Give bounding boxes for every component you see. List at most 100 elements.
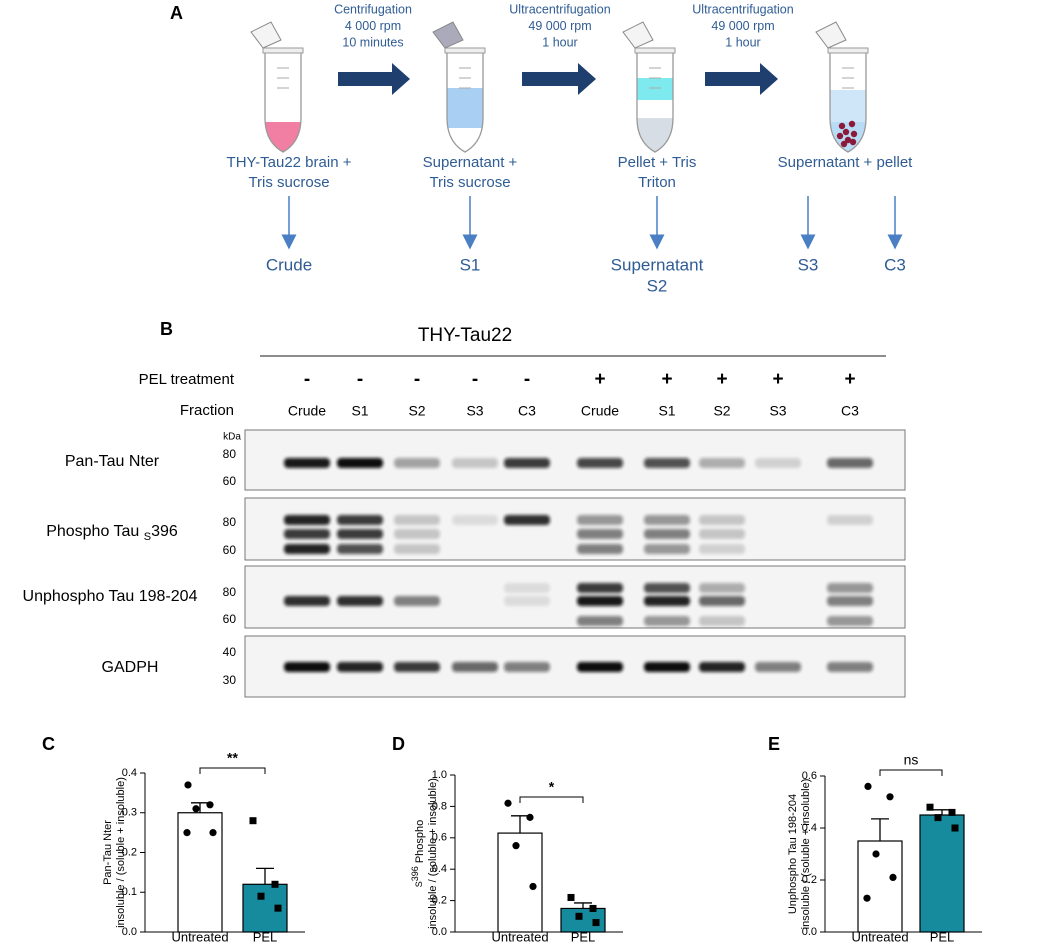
band xyxy=(577,616,623,626)
fraction-label: S2 xyxy=(408,403,425,419)
step-text: 49 000 rpm xyxy=(528,19,591,33)
row-label: Fraction xyxy=(180,402,234,419)
y-tick-label: 0.0 xyxy=(432,926,447,938)
band xyxy=(577,583,623,593)
tube-rim xyxy=(634,47,676,54)
y-axis-label: S396 Phospho xyxy=(410,820,426,888)
bar xyxy=(857,840,903,933)
step-text: 49 000 rpm xyxy=(711,19,774,33)
x-tick-label: PEL xyxy=(253,929,278,944)
band xyxy=(337,458,383,468)
significance-bracket xyxy=(519,796,584,803)
process-arrow xyxy=(705,63,778,95)
band xyxy=(284,529,330,539)
bar xyxy=(497,832,543,933)
data-point xyxy=(948,808,956,816)
fraction-label: S2 xyxy=(713,403,730,419)
band xyxy=(644,515,690,525)
band xyxy=(577,515,623,525)
blot-name-part: Phospho Tau xyxy=(46,523,144,540)
band xyxy=(504,583,550,593)
y-tick-label: 0.0 xyxy=(802,926,817,938)
data-point xyxy=(526,813,534,821)
tube-label: Supernatant + xyxy=(423,154,518,171)
process-arrow xyxy=(338,63,410,95)
pellet-dot xyxy=(850,130,858,138)
step-text: 10 minutes xyxy=(342,35,403,49)
data-point xyxy=(951,824,959,832)
band xyxy=(394,529,440,539)
fraction-label: S3 xyxy=(769,403,786,419)
band xyxy=(504,596,550,606)
y-tick-label: 0.1 xyxy=(122,886,137,898)
data-point xyxy=(864,782,872,791)
x-tick-label: Untreated xyxy=(851,929,908,944)
data-point xyxy=(192,805,200,813)
band xyxy=(577,529,623,539)
band xyxy=(699,662,745,672)
significance: ** xyxy=(227,750,238,766)
data-point xyxy=(567,893,575,901)
fraction-output: Crude xyxy=(266,255,312,274)
pellet-dot xyxy=(844,136,852,144)
blot-name: Unphospho Tau 198-204 xyxy=(23,588,198,605)
significance-bracket xyxy=(199,767,266,774)
mw-marker: 80 xyxy=(223,515,237,529)
y-axis-label: Unphospho Tau 198-204 xyxy=(787,794,799,914)
fraction-output: S1 xyxy=(460,255,481,274)
band xyxy=(394,515,440,525)
step-text: 1 hour xyxy=(542,35,577,49)
x-tick-label: PEL xyxy=(930,929,955,944)
tube-lid xyxy=(432,21,464,49)
data-point xyxy=(206,801,214,809)
y-tick-label: 0.2 xyxy=(802,874,817,886)
fraction-label: S3 xyxy=(466,403,483,419)
y-axis-label: insoluble / (soluble + insoluble) xyxy=(800,779,812,930)
band xyxy=(699,458,745,468)
band xyxy=(577,662,623,672)
data-point xyxy=(249,817,257,825)
y-tick-label: 0.4 xyxy=(802,822,817,834)
y-tick-label: 0.2 xyxy=(432,895,447,907)
treatment-sign: - xyxy=(357,369,363,390)
pellet-dot xyxy=(848,120,856,128)
band xyxy=(827,596,873,606)
data-point xyxy=(863,894,871,902)
band xyxy=(644,544,690,554)
treatment-sign: + xyxy=(716,369,727,390)
data-point xyxy=(592,919,600,927)
band xyxy=(452,662,498,672)
tube-outline xyxy=(636,51,674,153)
y-tick-label: 0.4 xyxy=(122,767,137,779)
band xyxy=(394,596,440,606)
band xyxy=(827,662,873,672)
significance: ns xyxy=(904,752,919,768)
y-tick-label: 0.8 xyxy=(432,800,447,812)
band xyxy=(452,458,498,468)
bar xyxy=(560,907,606,933)
band xyxy=(337,544,383,554)
mw-marker: 60 xyxy=(223,612,237,626)
band xyxy=(504,458,550,468)
band xyxy=(337,662,383,672)
band xyxy=(755,458,801,468)
band xyxy=(337,596,383,606)
mw-marker: 60 xyxy=(223,543,237,557)
data-point xyxy=(575,912,583,920)
panel-label: C xyxy=(42,734,55,754)
band xyxy=(699,583,745,593)
panel-label: E xyxy=(768,734,780,754)
data-point xyxy=(926,803,934,811)
treatment-sign: - xyxy=(304,369,310,390)
band xyxy=(394,458,440,468)
data-point xyxy=(257,892,265,900)
y-axis-label-part: S xyxy=(414,881,424,887)
band xyxy=(827,616,873,626)
fraction-output: S3 xyxy=(798,255,819,274)
band xyxy=(337,529,383,539)
band xyxy=(644,529,690,539)
data-point xyxy=(183,829,191,837)
x-tick-label: Untreated xyxy=(171,929,228,944)
row-label: PEL treatment xyxy=(139,371,235,388)
band xyxy=(452,515,498,525)
